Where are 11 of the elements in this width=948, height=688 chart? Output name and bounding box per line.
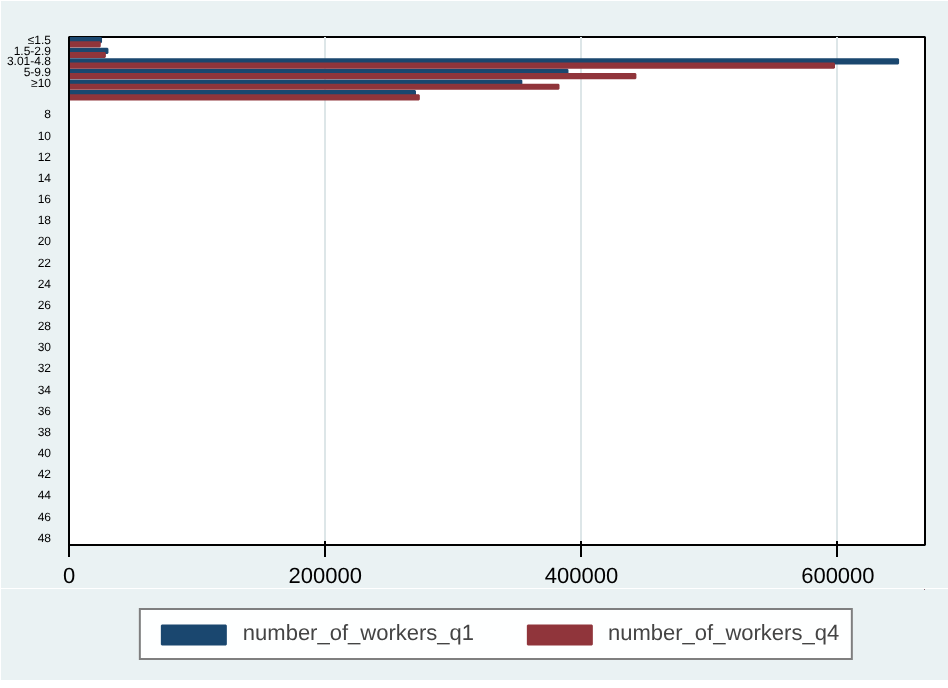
bar: [69, 62, 836, 69]
x-tick-label: 600000: [801, 565, 875, 589]
bar: [69, 73, 637, 80]
legend-label: number_of_workers_q1: [242, 622, 474, 646]
x-tick-label: 200000: [288, 565, 363, 589]
bar: [69, 94, 420, 101]
bar: [69, 83, 560, 90]
bar: [69, 51, 106, 59]
x-tick-label: 0: [62, 565, 76, 589]
x-tick-label: 400000: [544, 565, 619, 589]
legend-label: number_of_workers_q4: [608, 622, 840, 646]
